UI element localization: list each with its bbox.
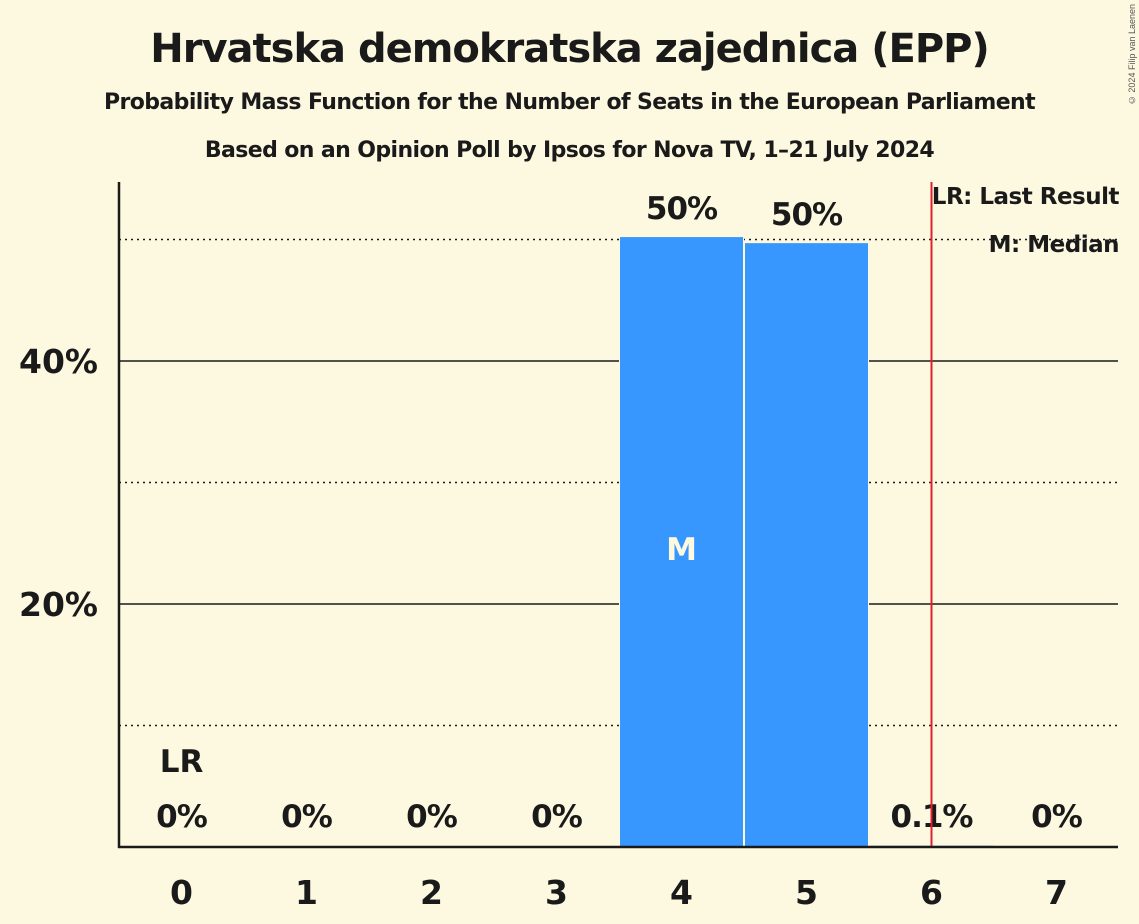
y-tick-label: 40%	[19, 342, 98, 381]
value-label: 0%	[531, 799, 583, 835]
x-tick-label: 6	[920, 873, 943, 912]
y-tick-label: 20%	[19, 585, 98, 624]
x-tick-label: 0	[170, 873, 193, 912]
value-label: 50%	[646, 191, 718, 227]
x-tick-label: 5	[795, 873, 818, 912]
bar-seat-4	[620, 237, 743, 847]
chart-subtitle: Probability Mass Function for the Number…	[104, 90, 1036, 115]
value-label: 0%	[281, 799, 333, 835]
bar-seat-5	[745, 243, 868, 847]
median-marker: M	[666, 532, 697, 568]
x-tick-label: 4	[670, 873, 693, 912]
legend-median: M: Median	[988, 232, 1120, 258]
last-result-marker: LR	[160, 744, 204, 780]
x-tick-label: 1	[295, 873, 318, 912]
x-tick-label: 2	[420, 873, 443, 912]
value-label: 0%	[156, 799, 208, 835]
chart-title: Hrvatska demokratska zajednica (EPP)	[150, 26, 990, 72]
x-tick-label: 7	[1045, 873, 1068, 912]
value-label: 0%	[1031, 799, 1083, 835]
value-label: 0%	[406, 799, 458, 835]
legend-last-result: LR: Last Result	[931, 184, 1120, 210]
chart-source: Based on an Opinion Poll by Ipsos for No…	[204, 138, 935, 163]
value-label: 50%	[771, 197, 843, 233]
x-tick-label: 3	[545, 873, 568, 912]
